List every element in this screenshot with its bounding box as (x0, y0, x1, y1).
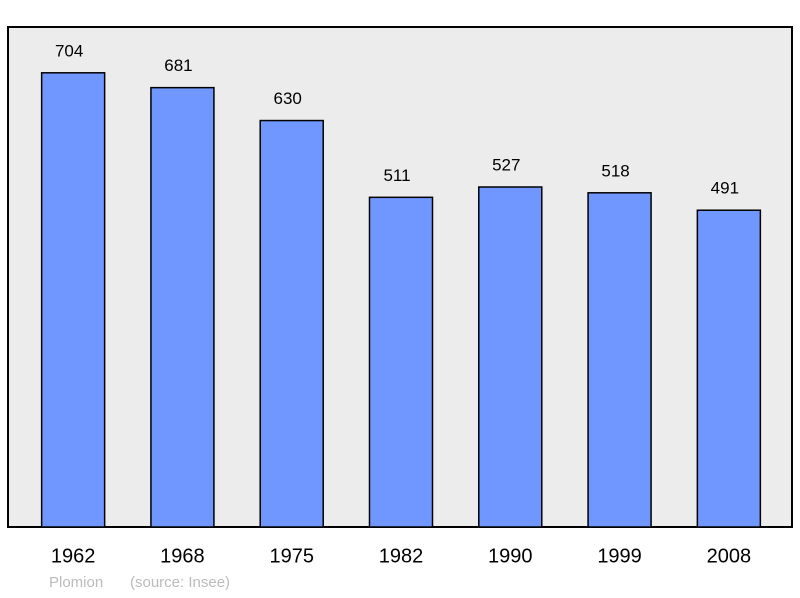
x-tick-label: 1982 (379, 545, 424, 567)
value-label: 511 (383, 166, 410, 185)
source-label: (source: Insee) (130, 574, 230, 591)
value-label: 527 (492, 155, 520, 174)
x-tick-label: 1990 (488, 545, 533, 567)
bar (587, 192, 652, 528)
place-label: Plomion (49, 574, 103, 591)
bar (696, 209, 762, 528)
x-tick-label: 1968 (160, 545, 205, 567)
value-label: 704 (55, 41, 83, 60)
x-tick-label: 1975 (269, 545, 314, 567)
bar (259, 119, 324, 528)
bar (40, 72, 106, 528)
bar (368, 196, 434, 528)
x-tick-label: 2008 (707, 545, 752, 567)
value-label: 491 (711, 179, 739, 198)
x-tick-label: 1962 (51, 545, 96, 567)
value-label: 681 (164, 56, 192, 75)
bar (478, 186, 543, 528)
value-label: 630 (274, 89, 302, 108)
x-tick-label: 1999 (597, 545, 642, 567)
value-label: 518 (601, 161, 629, 180)
bar (150, 86, 215, 528)
